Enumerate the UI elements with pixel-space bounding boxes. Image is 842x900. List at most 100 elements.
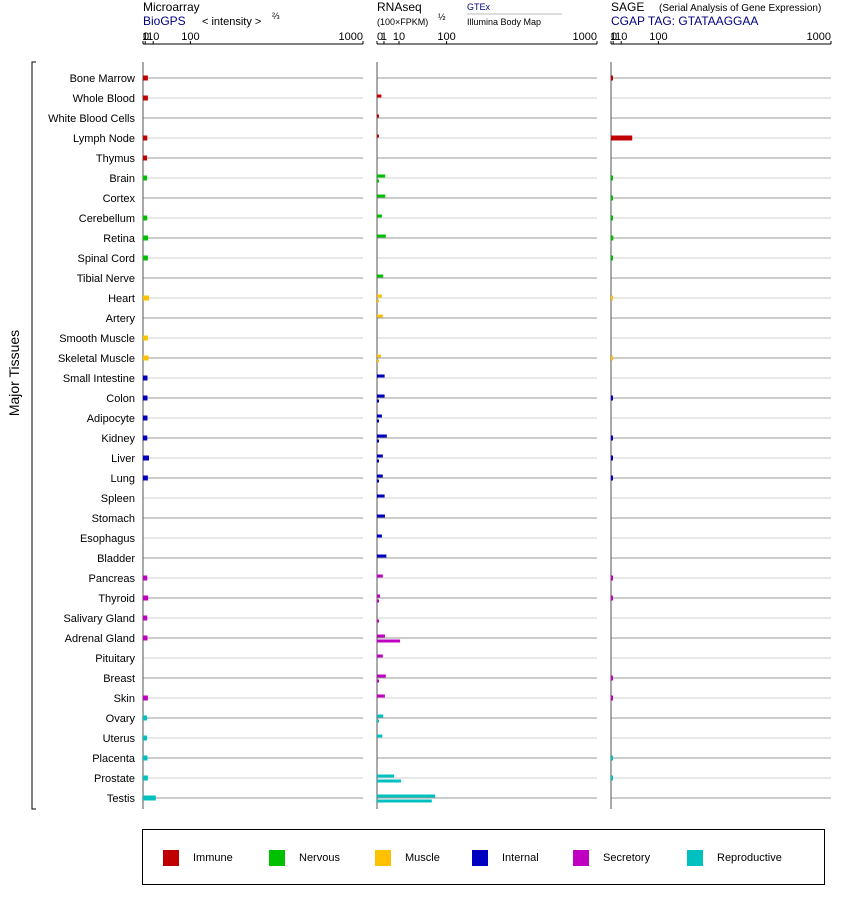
scale-tick-label: 1000: [807, 31, 831, 43]
microarray-bar: [143, 335, 148, 341]
legend: Immune Nervous Muscle Internal Secretory Repr…: [142, 829, 825, 885]
rnaseq-bar: [377, 134, 379, 138]
rnaseq-title: RNAseq: [377, 0, 422, 14]
rnaseq-bar: [377, 359, 379, 363]
microarray-bar: [143, 235, 149, 241]
sage-bar: [611, 595, 613, 601]
tissue-label: Adipocyte: [87, 413, 135, 425]
rnaseq-bar: [377, 234, 386, 238]
scale-tick-label: 10: [393, 31, 405, 43]
rnaseq-panel: 01 10 100 1000: [376, 31, 598, 809]
tissue-label: Spinal Cord: [78, 253, 135, 265]
rnaseq-unit-exponent: ½: [438, 12, 446, 22]
rnaseq-bar: [377, 554, 387, 558]
sage-bar: [611, 775, 613, 781]
tissue-label: Testis: [107, 793, 136, 805]
tissue-label: Stomach: [92, 513, 135, 525]
tissue-label: Bone Marrow: [70, 73, 135, 85]
microarray-bar: [143, 155, 148, 161]
rnaseq-bar: [377, 399, 379, 403]
scale-tick-label: 100: [649, 31, 667, 43]
rnaseq-bar: [377, 354, 381, 358]
rnaseq-bar: [377, 454, 383, 458]
y-axis-label: Major Tissues: [6, 330, 22, 416]
tissue-label: Brain: [109, 173, 135, 185]
rnaseq-bar: [377, 294, 382, 298]
rnaseq-bar: [377, 439, 379, 443]
rnaseq-bar: [377, 459, 379, 463]
tissue-label: Thymus: [96, 153, 136, 165]
tissue-label: Lymph Node: [73, 133, 135, 145]
legend-swatch: [687, 850, 703, 866]
tissue-label: Cortex: [103, 193, 136, 205]
sage-title: SAGE: [611, 0, 644, 14]
rnaseq-bar: [377, 674, 386, 678]
rnaseq-bar: [377, 719, 379, 723]
rnaseq-bar: [377, 619, 379, 623]
microarray-bar: [143, 415, 148, 421]
tissue-label: Placenta: [92, 753, 136, 765]
rnaseq-legend-ibm: Illumina Body Map: [467, 17, 541, 27]
sage-bar: [611, 395, 613, 401]
sage-bar: [611, 455, 613, 461]
rnaseq-bar: [377, 214, 382, 218]
legend-item-reproductive: Reproductive: [687, 849, 782, 867]
tissue-label: Whole Blood: [73, 93, 135, 105]
sage-bar: [611, 135, 633, 141]
legend-item-immune: Immune: [163, 849, 233, 867]
sage-subtitle: CGAP TAG: GTATAAGGAA: [611, 14, 758, 28]
tissue-label: Cerebellum: [79, 213, 135, 225]
legend-label: Internal: [502, 852, 539, 864]
tissue-label: Spleen: [101, 493, 135, 505]
microarray-unit-exponent: ⅔: [272, 11, 280, 21]
tissue-label: Lung: [111, 473, 135, 485]
legend-item-muscle: Muscle: [375, 849, 440, 867]
microarray-title: Microarray: [143, 0, 200, 14]
sage-bar: [611, 575, 613, 581]
legend-swatch: [375, 850, 391, 866]
sage-bar: [611, 475, 613, 481]
sage-bar: [611, 435, 613, 441]
microarray-bar: [143, 455, 149, 461]
microarray-bar: [143, 795, 156, 801]
legend-label: Reproductive: [717, 852, 782, 864]
rnaseq-bar: [377, 634, 385, 638]
y-axis-bracket: [31, 61, 36, 810]
scale-tick-label: 0: [143, 31, 149, 43]
rnaseq-bar: [377, 574, 383, 578]
rnaseq-bar: [377, 479, 379, 483]
scale-tick-label: 10: [147, 31, 159, 43]
rnaseq-bar: [377, 679, 379, 683]
tissue-label: Esophagus: [80, 533, 136, 545]
tissue-label: Salivary Gland: [63, 613, 135, 625]
rnaseq-bar: [377, 694, 385, 698]
microarray-bar: [143, 595, 149, 601]
microarray-bar: [143, 295, 149, 301]
scale-tick-label: 1000: [339, 31, 363, 43]
tissue-label: White Blood Cells: [48, 113, 135, 125]
legend-swatch: [573, 850, 589, 866]
scale-tick-label: 1000: [573, 31, 597, 43]
sage-bar: [611, 675, 613, 681]
rnaseq-bar: [377, 274, 384, 278]
tissue-label: Bladder: [97, 553, 135, 565]
tissue-label: Skin: [114, 693, 135, 705]
rnaseq-bar: [377, 374, 385, 378]
rnaseq-bar: [377, 599, 379, 603]
microarray-bar: [143, 735, 148, 741]
scale-tick-label: 0: [377, 31, 383, 43]
tissue-label: Tibial Nerve: [77, 273, 135, 285]
rnaseq-bar: [377, 179, 379, 183]
sage-bar: [611, 235, 614, 241]
rnaseq-bar: [377, 654, 383, 658]
rnaseq-bar: [377, 314, 383, 318]
tissue-label: Ovary: [106, 713, 136, 725]
scale-tick-label: 1: [142, 31, 148, 43]
tissue-label: Uterus: [103, 733, 136, 745]
rnaseq-bar: [377, 494, 385, 498]
scale-tick-label: 1: [381, 31, 387, 43]
rnaseq-bar: [377, 299, 379, 303]
legend-label: Muscle: [405, 852, 440, 864]
